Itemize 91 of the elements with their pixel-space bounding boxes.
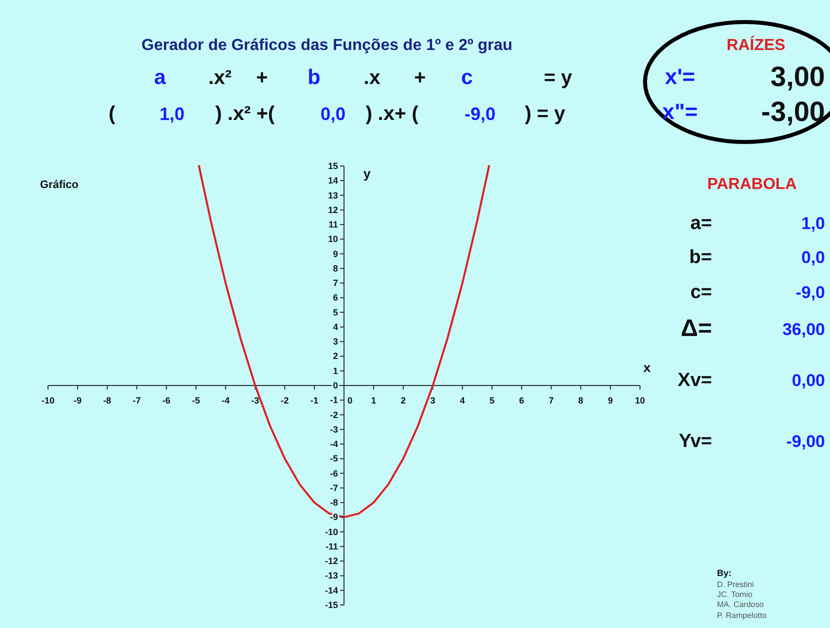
text: .x xyxy=(364,67,380,89)
text: b= xyxy=(689,247,712,268)
x-tick-label: 0 xyxy=(347,396,353,406)
text: JC. Tomio xyxy=(717,590,753,599)
text: c xyxy=(461,66,474,89)
y-tick-label: -6 xyxy=(330,468,338,478)
y-tick-label: 14 xyxy=(328,176,338,186)
text: -9,0 xyxy=(464,104,496,124)
text: a= xyxy=(690,213,712,234)
text: RAÍZES xyxy=(726,35,786,54)
text: -9,0 xyxy=(796,283,825,302)
y-tick-label: 6 xyxy=(332,292,338,303)
text: ( xyxy=(108,103,116,125)
text: MA. Cardoso xyxy=(717,600,764,609)
x-tick-label: -2 xyxy=(280,396,289,406)
y-tick-label: 5 xyxy=(332,307,338,318)
x-tick-label: 2 xyxy=(400,396,406,406)
y-tick-label: 15 xyxy=(328,161,338,171)
x-tick-label: 7 xyxy=(548,396,554,406)
y-tick-label: 11 xyxy=(328,220,338,230)
x-tick-label: -5 xyxy=(192,396,200,406)
text: P. Rampelotto xyxy=(717,611,768,620)
x-tick-label: -8 xyxy=(103,396,112,406)
text: 1,0 xyxy=(801,214,825,233)
y-tick-label: 9 xyxy=(332,248,338,259)
y-tick-label: -12 xyxy=(324,556,338,566)
text: PARABOLA xyxy=(707,176,798,193)
x-tick-label: 6 xyxy=(519,396,524,406)
y-tick-label: -14 xyxy=(324,585,338,596)
text: = y xyxy=(544,67,574,89)
y-tick-label: 12 xyxy=(328,204,338,215)
text: .x² xyxy=(208,67,232,89)
y-tick-label: 10 xyxy=(328,234,338,244)
x-tick-label: 1 xyxy=(371,396,376,406)
text: x"= xyxy=(662,99,698,124)
text: 0,00 xyxy=(792,371,825,390)
text: c= xyxy=(690,282,712,303)
x-tick-label: 4 xyxy=(460,396,465,406)
text: 0,0 xyxy=(801,248,825,267)
y-tick-label: -2 xyxy=(330,410,338,420)
text: -3,00 xyxy=(761,96,825,127)
x-tick-label: 9 xyxy=(608,396,613,406)
x-tick-label: -7 xyxy=(132,396,141,406)
text: 0,0 xyxy=(320,104,346,124)
y-tick-label: 3 xyxy=(332,336,338,347)
text: 3,00 xyxy=(770,61,825,92)
x-axis-title: x xyxy=(643,360,652,375)
y-tick-label: 4 xyxy=(332,322,338,332)
text: By: xyxy=(717,568,732,578)
y-axis-title: y xyxy=(363,166,372,181)
text: -9,00 xyxy=(786,432,825,451)
x-tick-label: -3 xyxy=(251,396,260,406)
y-tick-label: -5 xyxy=(330,454,338,464)
text: Gráfico xyxy=(40,179,79,191)
y-tick-label: -3 xyxy=(330,424,338,434)
x-tick-label: 8 xyxy=(578,396,584,406)
y-tick-label: -10 xyxy=(324,526,338,537)
text: Xv= xyxy=(678,370,712,391)
y-tick-label: -11 xyxy=(325,541,338,552)
y-tick-label: -7 xyxy=(330,482,338,493)
text: Δ= xyxy=(680,315,712,342)
y-tick-label: 2 xyxy=(332,351,338,362)
y-tick-label: -4 xyxy=(330,439,338,450)
y-tick-label: 7 xyxy=(332,278,338,288)
x-tick-label: -10 xyxy=(41,396,55,406)
text: Yv= xyxy=(678,431,712,452)
y-tick-label: -8 xyxy=(330,498,338,508)
x-tick-label: -1 xyxy=(310,396,318,406)
x-tick-label: -9 xyxy=(74,396,82,406)
text: ) = y xyxy=(524,103,566,125)
y-tick-label: -15 xyxy=(324,600,338,610)
text: + xyxy=(256,67,268,89)
y-tick-label: -13 xyxy=(324,570,338,581)
x-tick-label: -6 xyxy=(162,396,170,406)
text: + xyxy=(414,67,426,89)
text: b xyxy=(308,66,320,89)
x-tick-label: -4 xyxy=(222,396,230,406)
y-tick-label: 1 xyxy=(332,366,338,376)
y-tick-label: 13 xyxy=(328,190,338,200)
text: ) .x² +( xyxy=(215,103,276,125)
text: x'= xyxy=(664,64,696,89)
text: 36,00 xyxy=(782,320,825,339)
x-tick-label: 10 xyxy=(634,396,646,406)
chart-title: Gerador de Gráficos das Funções de 1º e 2º grau xyxy=(142,37,512,54)
y-tick-label: 8 xyxy=(332,263,338,274)
text: a xyxy=(154,66,166,89)
x-tick-label: 5 xyxy=(489,396,495,406)
x-tick-label: 3 xyxy=(430,396,436,406)
text: 1,0 xyxy=(159,104,185,124)
text: D. Prestini xyxy=(717,580,754,589)
text: ) .x+ ( xyxy=(366,103,419,125)
